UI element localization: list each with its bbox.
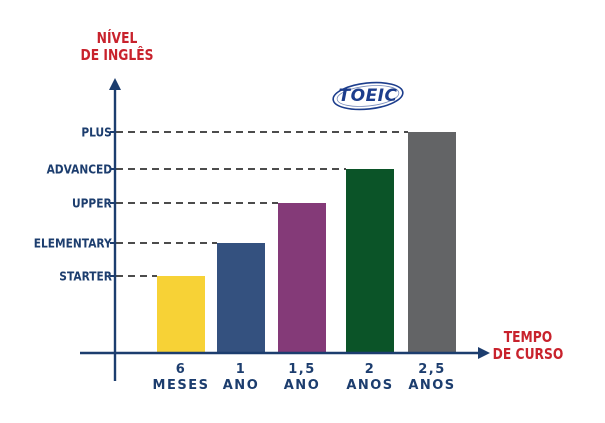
bar-3	[278, 203, 326, 353]
level-label-plus: PLUS	[81, 124, 112, 140]
x-axis-title: TEMPO DE CURSO	[492, 328, 564, 363]
x-axis-arrow-icon	[478, 347, 490, 359]
level-label-advanced: ADVANCED	[46, 161, 112, 177]
level-label-upper: UPPER	[72, 195, 112, 211]
bar-2	[217, 243, 265, 353]
bar-5	[408, 132, 456, 353]
bar-1	[157, 276, 205, 353]
category-label-1: 6 MESES	[152, 362, 210, 393]
y-axis-title: NÍVEL DE INGLÊS	[80, 29, 154, 64]
level-label-elementary: ELEMENTARY	[34, 235, 112, 251]
category-label-4: 2 ANOS	[346, 362, 394, 393]
toeic-logo: TOEIC	[330, 80, 406, 112]
bar-4	[346, 169, 394, 353]
category-label-5: 2,5 ANOS	[408, 362, 456, 393]
logo-text: TOEIC	[338, 86, 398, 106]
category-label-3: 1,5 ANO	[283, 362, 321, 393]
category-label-2: 1 ANO	[222, 362, 260, 393]
logo-swoosh-icon	[332, 81, 404, 111]
y-axis-arrow-icon	[109, 78, 121, 90]
level-label-starter: STARTER	[59, 268, 112, 284]
